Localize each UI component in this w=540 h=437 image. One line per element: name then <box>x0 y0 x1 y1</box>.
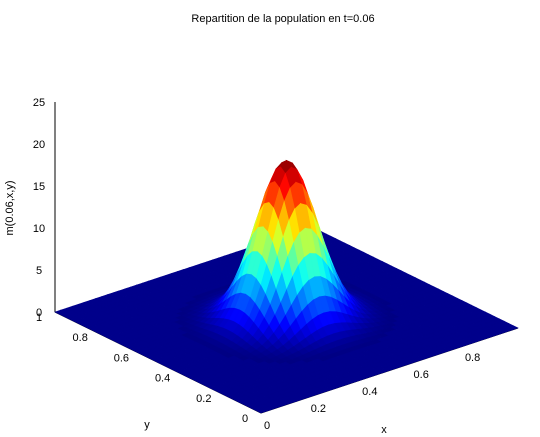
y-axis-label: y <box>144 419 150 431</box>
x-tick-label: 0.6 <box>414 369 429 381</box>
x-tick-label: 0.2 <box>311 403 326 415</box>
z-tick-label: 20 <box>33 139 45 151</box>
y-tick-label: 0.2 <box>196 393 211 405</box>
y-tick-label: 0.8 <box>73 332 88 344</box>
x-tick-label: 0 <box>264 420 270 432</box>
z-axis-label: m(0.06,x,y) <box>4 180 16 235</box>
z-tick-label: 25 <box>33 97 45 109</box>
surface-patch <box>255 408 268 414</box>
x-tick-label: 0.4 <box>362 386 377 398</box>
z-tick-label: 0 <box>36 307 42 319</box>
x-tick-label: 0.8 <box>465 352 480 364</box>
chart-title: Repartition de la population en t=0.06 <box>191 13 374 25</box>
y-tick-label: 0 <box>242 413 248 425</box>
y-tick-label: 0.6 <box>114 352 129 364</box>
z-tick-label: 10 <box>33 223 45 235</box>
y-tick-label: 0.4 <box>155 373 170 385</box>
z-tick-label: 15 <box>33 181 45 193</box>
y-tick-label: 1 <box>36 312 42 324</box>
surface-mesh <box>54 159 519 414</box>
z-tick-label: 5 <box>36 265 42 277</box>
x-axis-label: x <box>381 424 387 436</box>
